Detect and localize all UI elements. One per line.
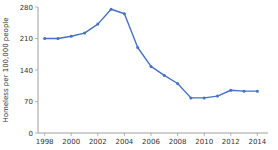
x-tick: [124, 133, 125, 136]
x-tick: [204, 133, 205, 136]
x-tick-label: 1998: [36, 138, 54, 146]
data-point: [83, 32, 86, 35]
y-tick: [35, 101, 38, 102]
x-tick: [97, 133, 98, 136]
data-point: [216, 95, 219, 98]
y-tick-label: 280: [20, 4, 33, 12]
chart: 1998 2000 2002 2004 2006 2008 2010 2012 2014 0 70 1…: [0, 0, 278, 150]
data-point: [136, 46, 139, 49]
data-point: [150, 65, 153, 68]
x-tick: [44, 133, 45, 136]
data-point: [70, 35, 73, 38]
data-point: [243, 90, 246, 93]
y-tick-label: 210: [20, 35, 33, 43]
data-point: [229, 89, 232, 92]
data-point: [256, 90, 259, 93]
x-tick-label: 2012: [222, 138, 240, 146]
x-tick-label: 2002: [89, 138, 107, 146]
data-point: [176, 82, 179, 85]
data-point: [203, 96, 206, 99]
y-tick: [35, 7, 38, 8]
x-tick-label: 2014: [248, 138, 266, 146]
y-axis: 0 70 140 210 280: [20, 4, 38, 138]
x-tick: [177, 133, 178, 136]
y-tick: [35, 38, 38, 39]
x-tick: [151, 133, 152, 136]
x-tick-label: 2010: [195, 138, 213, 146]
data-point: [123, 12, 126, 15]
x-tick: [257, 133, 258, 136]
data-line: [45, 9, 258, 98]
x-tick: [71, 133, 72, 136]
data-point: [56, 37, 59, 40]
plot-data: [43, 8, 259, 100]
x-tick-label: 2008: [169, 138, 187, 146]
y-axis-label: Homeless per 100,000 people: [2, 17, 10, 122]
y-tick-label: 70: [24, 98, 33, 106]
x-axis: 1998 2000 2002 2004 2006 2008 2010 2012 2014: [36, 133, 267, 146]
y-tick: [35, 133, 38, 134]
x-tick-label: 2006: [142, 138, 160, 146]
x-axis-line: [38, 133, 268, 134]
data-point: [43, 37, 46, 40]
x-tick-label: 2000: [62, 138, 80, 146]
y-tick-label: 0: [29, 130, 33, 138]
data-point: [163, 74, 166, 77]
data-point: [189, 96, 192, 99]
x-tick-label: 2004: [116, 138, 134, 146]
y-tick-label: 140: [20, 67, 33, 75]
data-point: [96, 23, 99, 26]
chart-container: 1998 2000 2002 2004 2006 2008 2010 2012 2014 0 70 1…: [0, 0, 278, 150]
y-tick: [35, 70, 38, 71]
x-tick: [230, 133, 231, 136]
data-point: [110, 8, 113, 11]
